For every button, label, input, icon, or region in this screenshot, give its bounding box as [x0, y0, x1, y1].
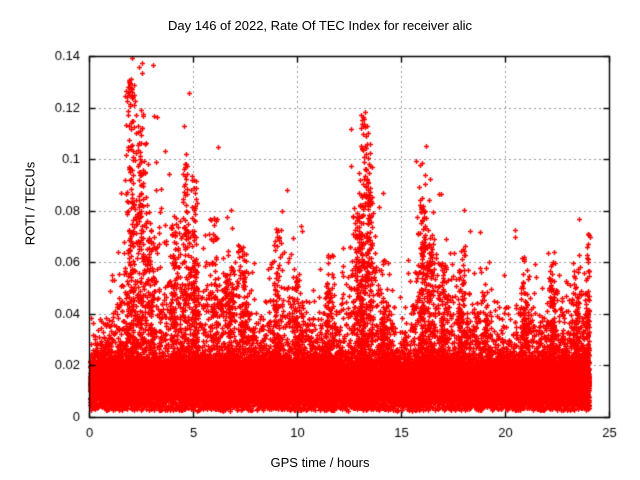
page-title: Day 146 of 2022, Rate Of TEC Index for r…	[168, 18, 472, 33]
x-axis-label: GPS time / hours	[270, 455, 370, 470]
y-axis-label: ROTI / TECUs	[22, 161, 38, 246]
